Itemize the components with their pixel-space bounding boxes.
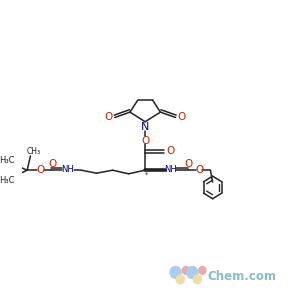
Text: O: O <box>166 146 174 157</box>
Circle shape <box>176 275 184 284</box>
Text: NH: NH <box>164 165 177 174</box>
Text: O: O <box>105 112 113 122</box>
Circle shape <box>170 266 181 278</box>
Text: Chem.com: Chem.com <box>207 270 276 283</box>
Text: H₃C: H₃C <box>0 176 14 185</box>
Text: *: * <box>145 172 148 178</box>
Text: O: O <box>141 136 149 146</box>
Circle shape <box>182 266 189 274</box>
Text: H₃C: H₃C <box>0 156 14 165</box>
Text: O: O <box>184 159 193 169</box>
Text: NH: NH <box>61 165 74 174</box>
Text: O: O <box>36 165 44 175</box>
Circle shape <box>199 266 206 274</box>
Circle shape <box>187 266 198 278</box>
Text: O: O <box>48 159 56 169</box>
Circle shape <box>193 275 202 284</box>
Text: CH₃: CH₃ <box>26 147 40 156</box>
Text: N: N <box>141 122 149 132</box>
Text: O: O <box>178 112 186 122</box>
Text: O: O <box>195 165 203 175</box>
